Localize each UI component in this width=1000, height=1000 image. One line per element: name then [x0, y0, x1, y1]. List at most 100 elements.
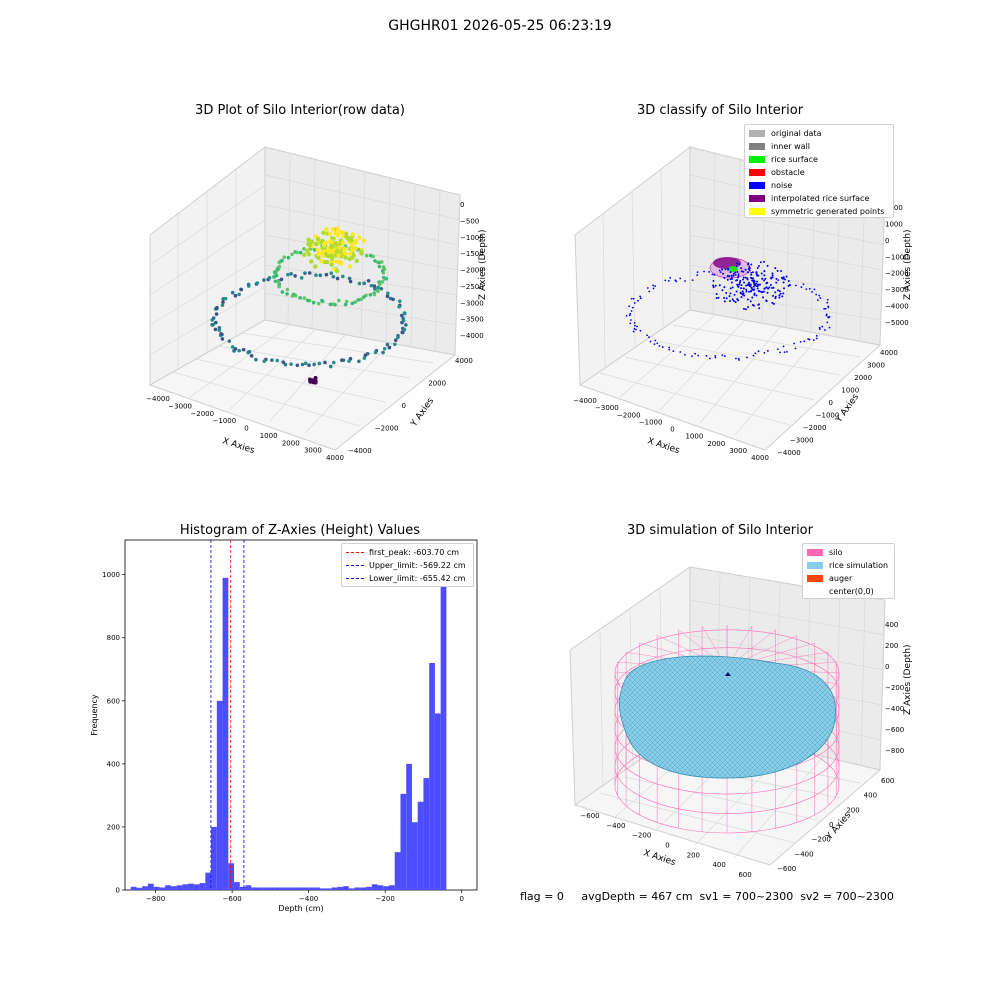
raw-point — [329, 256, 335, 261]
noise-point — [827, 305, 830, 308]
raw-x-tick-3: −1000 — [213, 417, 237, 425]
noise-point — [763, 260, 766, 263]
histogram-chart: −800 −600 −400 −200 0 0 200 400 600 800 1000 Dept… — [90, 539, 478, 913]
noise-point — [805, 288, 808, 291]
raw-x-axis-label: X Axies — [221, 436, 256, 456]
raw-point — [331, 274, 336, 279]
cls-y-tick-3: −1000 — [816, 412, 840, 420]
raw-point — [295, 363, 300, 368]
noise-point — [766, 281, 769, 284]
classify-y-axis-label: Y Axies — [834, 392, 862, 425]
raw-point — [233, 293, 238, 298]
histogram-bar-33 — [320, 888, 326, 890]
noise-point — [771, 272, 774, 275]
noise-point — [779, 351, 781, 354]
noise-point — [749, 300, 752, 303]
noise-point — [749, 290, 752, 293]
legend-swatch — [807, 549, 823, 556]
raw-x-tick-2: −2000 — [190, 410, 214, 418]
raw-point — [282, 255, 287, 259]
noise-point — [760, 272, 763, 275]
noise-point — [714, 355, 717, 357]
raw-point — [344, 299, 349, 304]
floor-pane — [148, 319, 457, 451]
y-tick-label-5: 1000 — [102, 571, 120, 579]
raw-point — [372, 292, 377, 297]
raw-point — [329, 262, 334, 267]
raw-point — [340, 240, 346, 246]
histogram-bar-14 — [211, 826, 217, 890]
noise-point — [746, 356, 748, 359]
raw-point — [373, 350, 378, 355]
raw-point — [396, 333, 400, 338]
noise-point — [750, 273, 753, 276]
noise-point — [629, 312, 632, 315]
raw-point — [333, 253, 338, 258]
raw-point — [328, 364, 333, 369]
noise-point — [635, 328, 637, 331]
noise-point — [738, 359, 740, 361]
raw-y-tick-4: 4000 — [455, 357, 473, 365]
noise-point — [625, 314, 628, 317]
simulation-legend: silo rice simulation auger center(0,0) — [802, 543, 895, 599]
raw-point — [316, 301, 321, 306]
raw-point — [340, 358, 344, 362]
noise-point — [632, 330, 635, 333]
raw-point — [333, 241, 338, 246]
noise-point — [775, 281, 778, 284]
noise-point — [763, 279, 766, 282]
raw-point — [380, 269, 385, 273]
raw-point — [273, 279, 278, 284]
noise-point — [753, 283, 756, 286]
legend-line-swatch — [346, 578, 364, 579]
noise-point — [813, 288, 816, 291]
raw-point — [214, 320, 218, 325]
raw-y-tick-1: −2000 — [375, 425, 399, 433]
raw-point — [354, 258, 359, 264]
histogram-x-axis-label: Depth (cm) — [278, 904, 323, 913]
sim-z-tick-1: 200 — [885, 642, 898, 650]
cls-z-tick-1: 1000 — [885, 220, 903, 228]
raw-point — [302, 296, 307, 300]
noise-point — [756, 280, 759, 283]
raw-point — [359, 297, 363, 302]
raw-point — [327, 231, 333, 237]
noise-point — [757, 290, 760, 293]
sim-x-tick-0: −600 — [580, 812, 599, 820]
noise-point — [714, 284, 717, 287]
sim-y-tick-2: −200 — [812, 836, 831, 844]
noise-point — [761, 277, 764, 280]
noise-point — [782, 276, 785, 279]
noise-point — [634, 324, 636, 327]
noise-point — [756, 287, 759, 290]
raw-z-axis-label: Z Axies (Depth) — [478, 229, 488, 300]
raw-point — [329, 271, 334, 275]
histogram-bar-41 — [366, 886, 372, 890]
noise-point — [774, 267, 777, 270]
noise-point — [737, 274, 740, 277]
raw-point — [343, 255, 348, 260]
classify-legend-entry-6: symmetric generated points — [749, 205, 889, 218]
cls-y-tick-2: −2000 — [803, 424, 827, 432]
legend-swatch — [749, 169, 765, 176]
noise-point — [764, 277, 767, 280]
noise-point — [735, 290, 738, 293]
noise-point — [755, 271, 758, 274]
noise-point — [769, 284, 772, 287]
raw-point — [233, 346, 238, 351]
noise-point — [742, 270, 745, 273]
raw-y-axis-label: Y Axies — [409, 396, 437, 429]
raw-point — [368, 293, 373, 297]
sim-y-tick-1: −400 — [794, 850, 813, 858]
raw-point — [313, 241, 319, 247]
raw-point — [393, 342, 397, 347]
noise-point — [753, 293, 756, 296]
sim-z-tick-5: −600 — [885, 726, 904, 734]
raw-point — [328, 302, 333, 307]
noise-point — [737, 285, 740, 288]
noise-point — [774, 295, 777, 298]
noise-point — [728, 275, 731, 278]
raw-point — [311, 300, 316, 305]
histogram-bar-31 — [308, 887, 315, 890]
histogram-bar-35 — [331, 887, 338, 890]
